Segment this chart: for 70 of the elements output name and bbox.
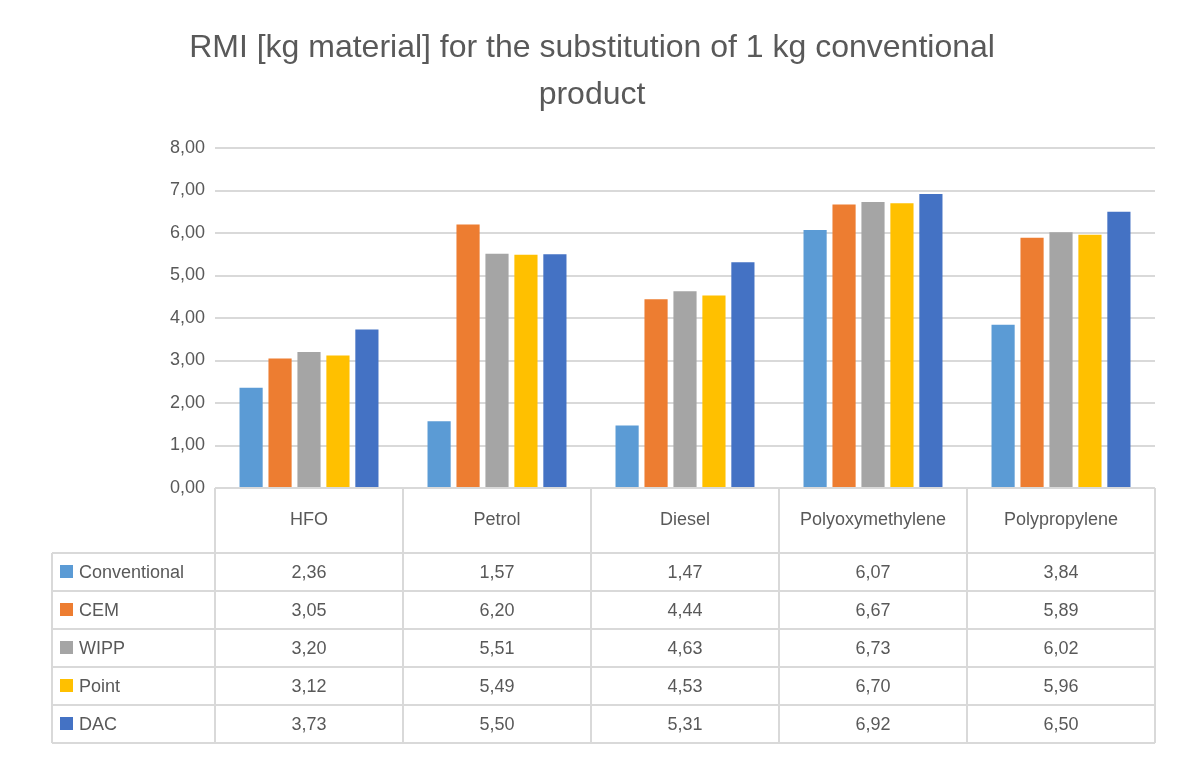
y-tick-label: 0,00 xyxy=(169,476,205,497)
x-tick-label: HFO xyxy=(290,509,328,530)
legend-label: Conventional xyxy=(79,561,185,582)
y-tick-label: 1,00 xyxy=(169,434,205,455)
bar xyxy=(268,358,292,487)
data-label: 6,70 xyxy=(855,675,891,696)
y-tick-label: 6,00 xyxy=(169,221,205,242)
bar xyxy=(456,224,480,487)
data-label: 5,31 xyxy=(667,713,703,734)
bar xyxy=(427,421,451,487)
bar xyxy=(1020,237,1044,487)
data-label: 6,02 xyxy=(1043,637,1079,658)
bar xyxy=(326,355,350,487)
data-label: 4,44 xyxy=(667,599,703,620)
bar xyxy=(543,254,567,487)
data-label: 3,84 xyxy=(1043,561,1079,582)
bar xyxy=(514,254,538,487)
y-tick-label: 3,00 xyxy=(169,349,205,370)
bar xyxy=(803,230,827,487)
x-tick-label: Polypropylene xyxy=(1003,509,1119,530)
data-label: 3,05 xyxy=(291,599,327,620)
y-tick-label: 4,00 xyxy=(169,306,205,327)
chart-title: RMI [kg material] for the substitution of 1 kg conventional product xyxy=(189,27,995,111)
data-label: 3,73 xyxy=(291,713,327,734)
data-label: 6,50 xyxy=(1043,713,1079,734)
bar xyxy=(673,291,697,487)
data-label: 1,57 xyxy=(479,561,515,582)
bar xyxy=(615,425,639,487)
data-label: 3,20 xyxy=(291,637,327,658)
bar xyxy=(919,193,943,487)
legend-label: DAC xyxy=(79,713,118,734)
bar xyxy=(861,201,885,487)
data-label: 6,92 xyxy=(855,713,891,734)
bar xyxy=(890,203,914,487)
bar xyxy=(1049,232,1073,487)
x-tick-label: Polyoxymethylene xyxy=(799,509,947,530)
legend-label: WIPP xyxy=(79,637,126,658)
bar xyxy=(485,253,509,487)
data-label: 5,89 xyxy=(1043,599,1079,620)
bar xyxy=(1078,234,1102,487)
bar xyxy=(355,329,379,487)
data-label: 5,50 xyxy=(479,713,515,734)
y-tick-label: 7,00 xyxy=(169,179,205,200)
data-label: 5,49 xyxy=(479,675,515,696)
bar xyxy=(991,324,1015,487)
data-label: 2,36 xyxy=(291,561,327,582)
bar xyxy=(239,387,263,487)
bar xyxy=(832,204,856,487)
data-label: 6,07 xyxy=(855,561,891,582)
data-label: 5,51 xyxy=(479,637,515,658)
y-tick-label: 2,00 xyxy=(169,391,205,412)
legend-label: Point xyxy=(79,675,121,696)
x-tick-label: Diesel xyxy=(659,509,711,530)
bar xyxy=(297,352,321,487)
data-label: 6,20 xyxy=(479,599,515,620)
y-tick-label: 5,00 xyxy=(169,264,205,285)
x-tick-label: Petrol xyxy=(473,509,521,530)
bar xyxy=(644,299,668,487)
bar xyxy=(702,295,726,487)
data-label: 6,67 xyxy=(855,599,891,620)
data-label: 5,96 xyxy=(1043,675,1079,696)
data-label: 4,63 xyxy=(667,637,703,658)
data-label: 1,47 xyxy=(667,561,703,582)
bar xyxy=(1107,211,1131,487)
legend-label: CEM xyxy=(79,599,119,620)
y-tick-label: 8,00 xyxy=(169,136,205,157)
data-label: 3,12 xyxy=(291,675,327,696)
bar xyxy=(731,262,755,487)
data-label: 6,73 xyxy=(855,637,891,658)
data-label: 4,53 xyxy=(667,675,703,696)
